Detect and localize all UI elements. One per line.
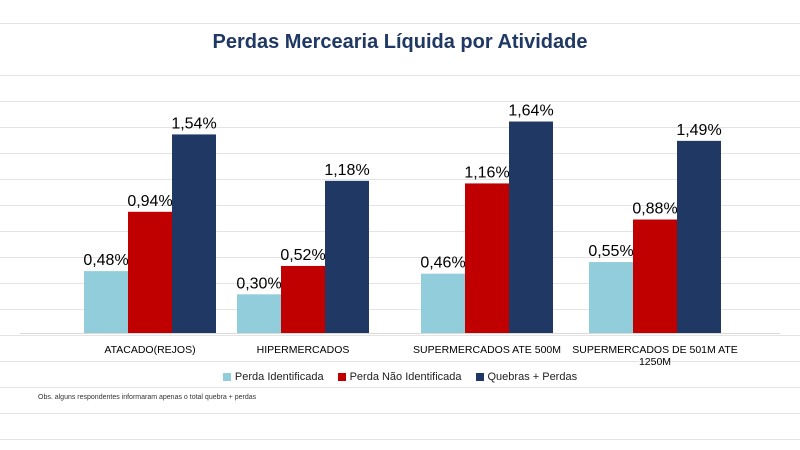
- data-label-2-3: 1,16%: [464, 164, 509, 181]
- data-label-2-4: 0,88%: [632, 201, 677, 218]
- bar-1-4: [589, 262, 633, 333]
- bar-1-3: [421, 273, 465, 333]
- data-label-3-4: 1,49%: [676, 122, 721, 139]
- category-label-4-line2: 1250M: [639, 356, 671, 368]
- data-label-1-3: 0,46%: [420, 255, 465, 272]
- data-label-1-2: 0,30%: [236, 275, 281, 292]
- category-label-2: HIPERMERCADOS: [257, 344, 350, 356]
- bar-2-2: [281, 265, 325, 333]
- bar-1-1: [84, 271, 128, 333]
- data-label-1-1: 0,48%: [83, 252, 128, 269]
- bar-3-4: [677, 140, 721, 333]
- bar-1-2: [237, 294, 281, 333]
- bar-3-1: [172, 134, 216, 333]
- data-label-3-1: 1,54%: [171, 115, 216, 132]
- bar-2-1: [128, 211, 172, 333]
- legend-item-2: Perda Não Identificada: [337, 371, 462, 383]
- category-label-3: SUPERMERCADOS ATE 500M: [413, 344, 561, 356]
- data-label-2-2: 0,52%: [280, 247, 325, 264]
- chart-legend: Perda Identificada Perda Não Identificada…: [0, 371, 800, 383]
- footnote: Obs. alguns respondentes informaram apen…: [38, 394, 257, 401]
- bar-3-2: [325, 180, 369, 333]
- legend-swatch-2: [337, 373, 346, 381]
- legend-label-2: Perda Não Identificada: [349, 371, 462, 383]
- bar-3-3: [509, 121, 553, 334]
- bar-2-3: [465, 183, 509, 333]
- legend-label-3: Quebras + Perdas: [487, 371, 578, 383]
- data-label-3-2: 1,18%: [324, 162, 369, 179]
- data-label-2-1: 0,94%: [127, 193, 172, 210]
- legend-swatch-1: [222, 373, 231, 381]
- data-label-1-4: 0,55%: [588, 243, 633, 260]
- chart-title: Perdas Mercearia Líquida por Atividade: [0, 31, 800, 54]
- legend-item-3: Quebras + Perdas: [475, 371, 578, 383]
- category-label-1: ATACADO(REJOS): [104, 344, 195, 356]
- data-label-3-3: 1,64%: [508, 103, 553, 120]
- legend-label-1: Perda Identificada: [234, 371, 324, 383]
- bar-2-4: [633, 219, 677, 333]
- legend-swatch-3: [475, 373, 484, 381]
- legend-item-1: Perda Identificada: [222, 371, 324, 383]
- category-label-4-line1: SUPERMERCADOS DE 501M ATE: [572, 344, 738, 356]
